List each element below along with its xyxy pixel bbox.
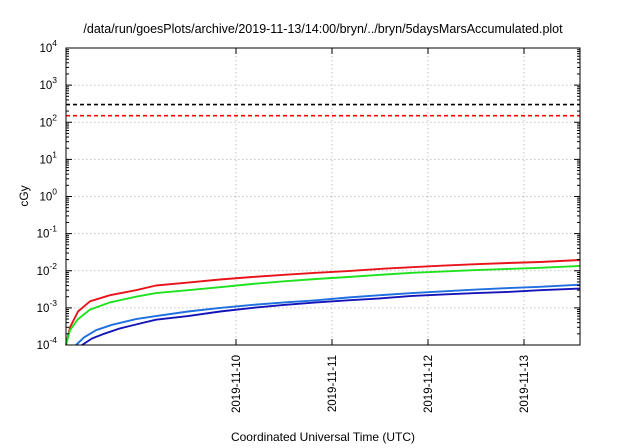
series-line-1 <box>65 259 581 346</box>
y-tick-label: 100 <box>39 187 57 204</box>
y-tick-label: 10-4 <box>37 335 58 352</box>
y-tick-label: 10-1 <box>37 224 58 241</box>
grid <box>66 48 580 345</box>
y-axis-label: cGy <box>17 185 31 206</box>
x-tick-label: 2019-11-10 <box>231 355 243 413</box>
series-group <box>65 259 581 346</box>
y-tick-label: 101 <box>39 149 57 166</box>
y-tick-label: 103 <box>39 75 57 92</box>
y-tick-label: 10-3 <box>37 298 58 315</box>
reference-lines <box>66 103 580 117</box>
series-line-4 <box>81 287 581 346</box>
y-tick-label: 104 <box>39 38 57 55</box>
x-tick-label: 2019-11-12 <box>423 355 435 413</box>
y-axis: 10-4 10-3 10-2 10-1 100 101 102 103 104 <box>37 38 580 352</box>
x-axis: 2019-11-92019-11-102019-11-112019-11-122… <box>231 48 531 413</box>
series-line-2 <box>65 264 581 346</box>
x-tick-label: 2019-11-11 <box>327 355 339 412</box>
y-tick-label: 10-2 <box>37 261 58 278</box>
chart-title: /data/run/goesPlots/archive/2019-11-13/1… <box>83 22 563 36</box>
y-tick-label: 102 <box>39 112 57 129</box>
series-line-3 <box>75 283 581 346</box>
x-axis-label: Coordinated Universal Time (UTC) <box>231 430 415 444</box>
x-tick-label: 2019-11-13 <box>519 355 531 413</box>
